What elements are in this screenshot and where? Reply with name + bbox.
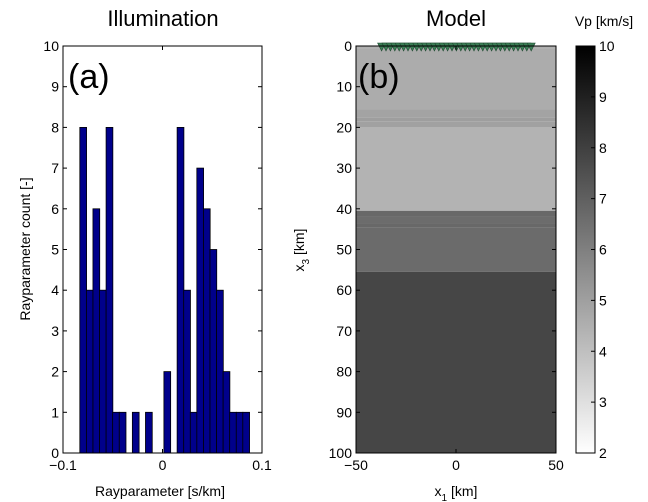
y-tick-label: 100 (329, 445, 353, 461)
x-tick-label: −0.1 (49, 457, 77, 473)
velocity-layer (356, 127, 556, 211)
colorbar-ticks: 2 3 4 5 6 7 8 9 10 (591, 38, 615, 461)
y-tick-label: 9 (51, 79, 59, 95)
illumination-bar (85, 289, 94, 454)
y-tick-label: 1 (51, 404, 59, 420)
panel-label-b: (b) (358, 58, 400, 96)
velocity-layer (356, 271, 556, 453)
velocity-layer (356, 109, 556, 118)
y-tick-label: 8 (51, 119, 59, 135)
model-panel: Model 0 10 20 30 40 50 60 70 80 90 100−50 0 50 (b) x… (291, 6, 564, 502)
illumination-bar (183, 289, 191, 454)
colorbar-label: Vp [km/s] (575, 13, 633, 29)
velocity-layer (356, 121, 556, 128)
illumination-title: Illumination (107, 6, 218, 31)
velocity-layer (356, 216, 556, 224)
y-tick-label: 70 (336, 323, 352, 339)
illumination-bar (209, 249, 218, 454)
illumination-bar (92, 208, 101, 454)
x-tick-label: 0 (159, 457, 167, 473)
y-tick-label: 3 (51, 323, 59, 339)
velocity-model-layers (356, 46, 556, 453)
model-x-axis-label-unit: [km] (447, 483, 477, 499)
model-y-axis-label-unit: [km] (291, 229, 307, 259)
x-tick-label: 0.1 (252, 457, 272, 473)
colorbar-tick-label: 4 (599, 343, 607, 359)
illumination-bar (118, 411, 127, 454)
model-x-axis-label: x1 [km] (435, 483, 478, 502)
model-y-axis-label: x3 [km] (291, 229, 312, 272)
y-tick-label: 80 (336, 364, 352, 380)
y-tick-label: 6 (51, 201, 59, 217)
y-tick-label: 20 (336, 119, 352, 135)
velocity-layer (356, 210, 556, 217)
y-tick-label: 60 (336, 282, 352, 298)
y-tick-label: 5 (51, 242, 59, 258)
station-markers (377, 42, 536, 52)
illumination-bar (105, 127, 114, 454)
illumination-bar (235, 411, 244, 454)
y-tick-label: 30 (336, 160, 352, 176)
colorbar-tick-label: 10 (599, 38, 615, 54)
colorbar-tick-label: 5 (599, 292, 607, 308)
velocity-layer (356, 223, 556, 228)
model-x-axis-label-subscript: 1 (442, 493, 448, 502)
illumination-bar (202, 208, 211, 454)
x-tick-label: −50 (344, 457, 368, 473)
illumination-bar (99, 289, 107, 454)
y-tick-label: 10 (43, 38, 59, 54)
model-y-axis-label-subscript: 3 (301, 258, 312, 264)
illumination-x-axis-label: Rayparameter [s/km] (95, 483, 225, 499)
y-tick-label: 2 (51, 364, 59, 380)
velocity-layer (356, 227, 556, 272)
model-ticks: 0 10 20 30 40 50 60 70 80 90 100−50 0 50 (329, 38, 564, 473)
illumination-bars (79, 127, 250, 454)
illumination-bar (222, 371, 231, 454)
colorbar-tick-label: 7 (599, 191, 607, 207)
colorbar-tick-label: 2 (599, 445, 607, 461)
velocity-layer (356, 48, 556, 110)
illumination-bar (216, 289, 224, 454)
x-tick-label: 50 (548, 457, 564, 473)
vp-colorbar: Vp [km/s] 2 3 4 5 6 7 8 9 10 (575, 13, 633, 461)
model-title: Model (426, 6, 486, 31)
model-x-axis-label-main: x (435, 483, 442, 499)
y-tick-label: 0 (344, 38, 352, 54)
colorbar-tick-label: 9 (599, 89, 607, 105)
illumination-bar (196, 167, 204, 454)
y-tick-label: 90 (336, 404, 352, 420)
illumination-bar (242, 411, 250, 454)
y-tick-label: 50 (336, 242, 352, 258)
panel-label-a: (a) (68, 58, 110, 96)
model-y-axis-label-main: x (291, 264, 307, 271)
y-tick-label: 4 (51, 282, 59, 298)
illumination-bar (189, 411, 198, 454)
y-tick-label: 7 (51, 160, 59, 176)
colorbar-tick-label: 6 (599, 242, 607, 258)
illumination-bar (112, 411, 120, 454)
illumination-bar (79, 127, 87, 454)
illumination-bar (229, 411, 237, 454)
illumination-bar (131, 411, 140, 454)
y-tick-label: 10 (336, 79, 352, 95)
velocity-layer (356, 117, 556, 122)
station-triangle (526, 42, 536, 52)
illumination-bar (145, 411, 153, 454)
illumination-bar (163, 371, 172, 454)
colorbar-tick-label: 8 (599, 140, 607, 156)
y-tick-label: 0 (51, 445, 59, 461)
illumination-y-axis-label: Rayparameter count [-] (17, 177, 33, 320)
colorbar-tick-label: 3 (599, 394, 607, 410)
y-tick-label: 40 (336, 201, 352, 217)
illumination-bar (176, 127, 185, 454)
x-tick-label: 0 (452, 457, 460, 473)
